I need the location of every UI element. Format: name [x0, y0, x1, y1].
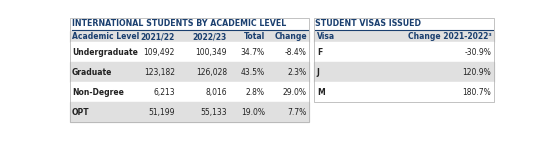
Text: 29.0%: 29.0%	[283, 88, 307, 97]
Text: Academic Level: Academic Level	[72, 32, 139, 41]
Bar	[314, 82, 494, 102]
Bar	[71, 31, 309, 42]
Text: 6,213: 6,213	[153, 88, 175, 97]
Text: 109,492: 109,492	[144, 48, 175, 57]
Bar	[314, 42, 494, 62]
Text: 123,182: 123,182	[144, 68, 175, 77]
Text: OPT: OPT	[72, 108, 90, 117]
Text: -8.4%: -8.4%	[285, 48, 307, 57]
Text: STUDENT VISAS ISSUED: STUDENT VISAS ISSUED	[315, 19, 422, 28]
Bar	[314, 62, 494, 82]
Text: Non-Degree: Non-Degree	[72, 88, 124, 97]
Bar	[314, 18, 494, 102]
Text: 180.7%: 180.7%	[462, 88, 491, 97]
Text: 7.7%: 7.7%	[288, 108, 307, 117]
Text: 120.9%: 120.9%	[462, 68, 491, 77]
Text: F: F	[317, 48, 322, 57]
Text: J: J	[317, 68, 320, 77]
Text: Visa: Visa	[317, 32, 335, 41]
Bar	[71, 42, 309, 62]
Bar	[314, 18, 494, 31]
Text: 2.8%: 2.8%	[246, 88, 265, 97]
Text: M: M	[317, 88, 325, 97]
Text: 2022/23: 2022/23	[193, 32, 227, 41]
Text: Change 2021-2022³: Change 2021-2022³	[408, 32, 491, 41]
Text: 51,199: 51,199	[149, 108, 175, 117]
Bar	[71, 62, 309, 82]
Text: INTERNATIONAL STUDENTS BY ACADEMIC LEVEL: INTERNATIONAL STUDENTS BY ACADEMIC LEVEL	[72, 19, 286, 28]
Bar	[71, 18, 309, 122]
Bar	[71, 102, 309, 122]
Text: Graduate: Graduate	[72, 68, 112, 77]
Text: 2021/22: 2021/22	[141, 32, 175, 41]
Text: 2.3%: 2.3%	[288, 68, 307, 77]
Bar	[71, 18, 309, 31]
Text: 43.5%: 43.5%	[241, 68, 265, 77]
Text: Total: Total	[244, 32, 265, 41]
Text: 19.0%: 19.0%	[241, 108, 265, 117]
Text: 55,133: 55,133	[201, 108, 227, 117]
Bar	[71, 82, 309, 102]
Text: 8,016: 8,016	[206, 88, 227, 97]
Text: 34.7%: 34.7%	[241, 48, 265, 57]
Text: 100,349: 100,349	[196, 48, 227, 57]
Text: Undergraduate: Undergraduate	[72, 48, 138, 57]
Text: 126,028: 126,028	[196, 68, 227, 77]
Text: Change: Change	[274, 32, 307, 41]
Text: -30.9%: -30.9%	[464, 48, 491, 57]
Bar	[314, 31, 494, 42]
